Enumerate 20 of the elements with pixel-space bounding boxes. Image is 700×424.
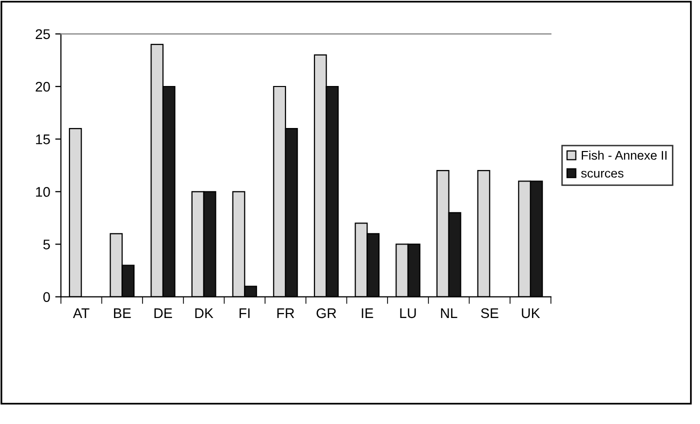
x-tick-label: AT: [72, 308, 90, 318]
legend-label: scurces: [581, 170, 624, 178]
x-tick-label: SE: [481, 308, 498, 318]
x-tick-label: FI: [240, 308, 250, 318]
y-tick-label: 15: [36, 134, 50, 144]
x-tick-label: FR: [277, 308, 294, 318]
x-tick-label: LU: [400, 308, 416, 318]
y-tick-label: 10: [36, 186, 50, 197]
x-tick-label: IE: [362, 308, 374, 318]
y-tick-label: 25: [36, 29, 50, 40]
legend-label: Fish - Annexe II: [582, 150, 666, 160]
x-tick-label: BE: [114, 308, 131, 318]
x-tick-label: DK: [195, 308, 214, 318]
y-tick-label: 5: [43, 240, 50, 250]
y-tick-label: 20: [36, 82, 50, 92]
x-tick-label: GR: [316, 308, 336, 318]
x-tick-label: NL: [441, 308, 458, 318]
x-tick-label: UK: [522, 308, 540, 318]
x-tick-label: DE: [154, 308, 172, 318]
y-tick-label: 0: [43, 292, 50, 302]
